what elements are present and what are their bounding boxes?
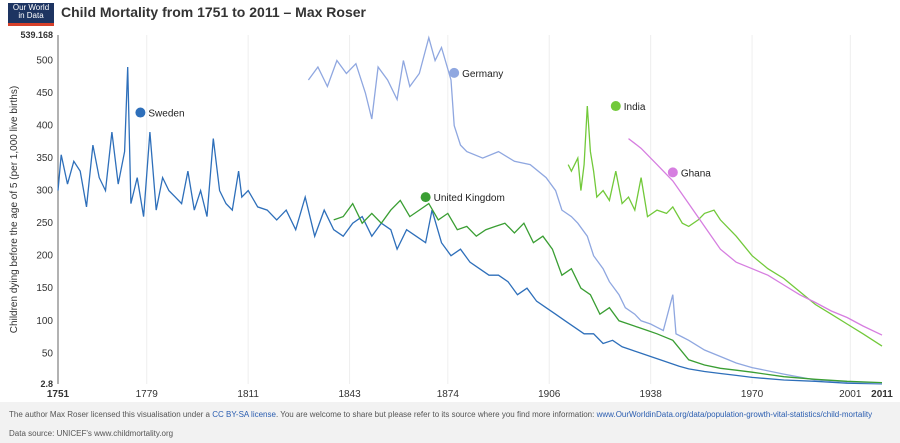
y-tick-label: 350 (36, 153, 53, 164)
series-label: Germany (462, 69, 503, 80)
source-link[interactable]: www.OurWorldinData.org/data/population-g… (596, 410, 873, 419)
series-line-germany (307, 35, 883, 384)
series-marker (420, 192, 431, 203)
x-tick-label: 1811 (237, 389, 259, 400)
series-line-sweden (57, 66, 883, 385)
license-text: The author Max Roser licensed this visua… (9, 410, 872, 419)
series-marker (667, 167, 678, 178)
series-marker (449, 67, 460, 78)
y-tick-label: 50 (42, 348, 54, 359)
series-line-india (567, 105, 883, 347)
y-tick-label: 2.8 (40, 379, 53, 389)
line-chart: 1751 1779 1811 1843 1874 1906 1938 1970 2001 2011… (9, 30, 893, 400)
series-label: Ghana (681, 168, 711, 179)
y-tick-label: 450 (36, 88, 53, 99)
y-tick-label: 250 (36, 218, 53, 229)
license-pre: The author Max Roser licensed this visua… (9, 410, 213, 419)
x-tick-label: 1970 (741, 389, 764, 400)
x-tick-label: 1906 (538, 389, 561, 400)
y-tick-label: 500 (36, 55, 53, 66)
x-tick-label: 1843 (338, 389, 361, 400)
series-label: India (624, 102, 646, 113)
footer: The author Max Roser licensed this visua… (0, 402, 900, 443)
y-tick-label: 539.168 (20, 30, 53, 40)
logo-line1: Our World (12, 3, 50, 12)
x-tick-label: 2011 (871, 389, 893, 400)
x-tick-label: 1938 (640, 389, 663, 400)
series-label: United Kingdom (434, 193, 505, 204)
data-source: Data source: UNICEF's www.childmortality… (9, 429, 174, 438)
y-tick-label: 300 (36, 186, 53, 197)
chart-title: Child Mortality from 1751 to 2011 – Max … (61, 4, 366, 20)
series-marker (135, 107, 146, 118)
x-tick-label: 1779 (136, 389, 159, 400)
series-line-united-kingdom (333, 199, 883, 384)
y-tick-label: 150 (36, 283, 53, 294)
license-post: . You are welcome to share but please re… (275, 410, 597, 419)
series-marker (610, 101, 621, 112)
y-tick-label: 400 (36, 121, 53, 132)
x-tick-label: 1874 (437, 389, 460, 400)
y-tick-label: 100 (36, 316, 53, 327)
y-axis-label: Children dying before the age of 5 (per … (9, 86, 20, 333)
series-label: Sweden (148, 109, 184, 120)
series-line-ghana (628, 138, 883, 336)
license-link[interactable]: CC BY-SA license (212, 410, 276, 419)
y-tick-label: 200 (36, 251, 53, 262)
owid-logo: Our World in Data (8, 3, 54, 26)
x-tick-label: 2001 (839, 389, 862, 400)
logo-line2: in Data (18, 11, 44, 20)
x-tick-label: 1751 (47, 389, 70, 400)
